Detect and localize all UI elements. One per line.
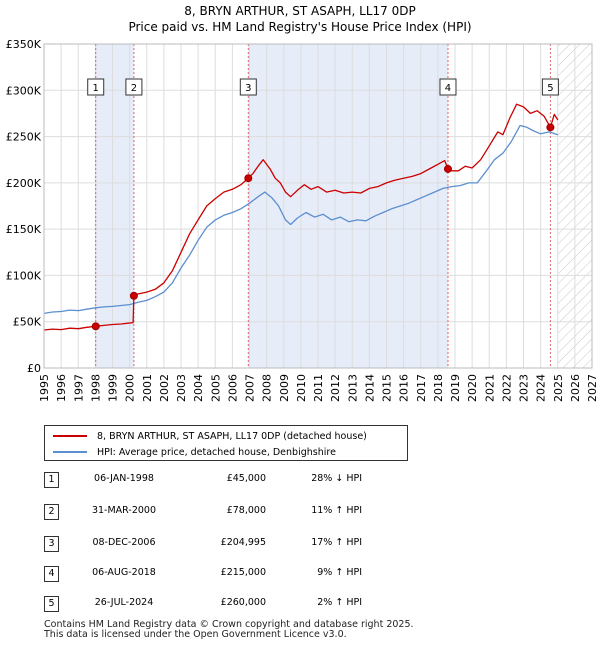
sale-label-number: 1	[93, 83, 99, 94]
transaction-date: 06-JAN-1998	[94, 473, 154, 484]
y-tick-label: £250K	[6, 131, 42, 144]
x-tick-label: 1997	[72, 374, 85, 402]
legend: 8, BRYN ARTHUR, ST ASAPH, LL17 0DP (deta…	[44, 425, 408, 461]
transaction-price: £260,000	[220, 597, 266, 608]
x-tick-label: 2010	[295, 374, 308, 402]
y-tick-label: £100K	[6, 269, 42, 282]
x-tick-label: 2007	[244, 374, 257, 402]
x-tick-label: 2026	[569, 374, 582, 402]
x-tick-label: 2005	[209, 374, 222, 402]
legend-item-price-paid: 8, BRYN ARTHUR, ST ASAPH, LL17 0DP (deta…	[53, 429, 367, 443]
x-tick-label: 2011	[312, 374, 325, 402]
y-tick-label: £150K	[6, 223, 42, 236]
chart: 1 2 3 4 5 £0 £50K £100K £150K £200K £250K £300K £350…	[6, 38, 599, 402]
transaction-number: 1	[44, 472, 59, 488]
x-tick-label: 2020	[466, 374, 479, 402]
transaction-hpi-diff: 17% ↑ HPI	[311, 537, 362, 548]
sale-point	[244, 174, 253, 183]
sale-label-box	[87, 78, 105, 96]
x-tick-label: 2013	[346, 374, 359, 402]
transaction-date: 06-AUG-2018	[92, 567, 156, 578]
x-tick-label: 2021	[483, 374, 496, 402]
transaction-price: £204,995	[220, 537, 266, 548]
y-tick-label: £350K	[6, 38, 42, 51]
shaded-period	[95, 44, 134, 368]
sale-label-number: 5	[547, 83, 553, 94]
chart-title-block: 8, BRYN ARTHUR, ST ASAPH, LL17 0DP Price…	[0, 3, 600, 35]
sale-label-box	[541, 78, 559, 96]
table-row: 3 08-DEC-2006 £204,995 17% ↑ HPI	[44, 534, 384, 552]
x-tick-label: 2019	[449, 374, 462, 402]
transaction-number: 3	[44, 536, 59, 552]
x-tick-label: 1995	[38, 374, 51, 402]
transaction-hpi-diff: 28% ↓ HPI	[311, 473, 362, 484]
legend-swatch-blue	[53, 451, 87, 453]
legend-label-hpi: HPI: Average price, detached house, Denb…	[97, 446, 336, 458]
transaction-price: £215,000	[220, 567, 266, 578]
transaction-number: 5	[44, 596, 59, 612]
x-tick-label: 2015	[381, 374, 394, 402]
sale-label-box	[439, 78, 457, 96]
legend-item-hpi: HPI: Average price, detached house, Denb…	[53, 445, 336, 459]
x-tick-label: 2027	[586, 374, 599, 402]
transaction-date: 31-MAR-2000	[91, 505, 157, 516]
sale-point	[91, 322, 100, 331]
hpi-line	[44, 124, 559, 315]
table-row: 2 31-MAR-2000 £78,000 11% ↑ HPI	[44, 502, 384, 520]
footer-copyright: Contains HM Land Registry data © Crown c…	[44, 619, 414, 630]
sale-label-box	[125, 78, 143, 96]
sale-point	[129, 291, 138, 300]
x-tick-label: 2004	[192, 374, 205, 402]
transaction-hpi-diff: 11% ↑ HPI	[311, 505, 362, 516]
x-tick-label: 2018	[432, 374, 445, 402]
transaction-number: 2	[44, 504, 59, 520]
y-tick-label: £200K	[6, 177, 42, 190]
x-tick-label: 2002	[158, 374, 171, 402]
footer-licence: This data is licensed under the Open Gov…	[44, 629, 347, 640]
transaction-hpi-diff: 9% ↑ HPI	[317, 567, 362, 578]
legend-label-price-paid: 8, BRYN ARTHUR, ST ASAPH, LL17 0DP (deta…	[97, 430, 367, 442]
transaction-date: 26-JUL-2024	[94, 597, 154, 608]
plot-border	[43, 43, 593, 369]
x-tick-label: 1998	[89, 374, 102, 402]
chart-subtitle: Price paid vs. HM Land Registry's House …	[128, 20, 472, 34]
sale-label-number: 4	[445, 83, 451, 94]
transaction-hpi-diff: 2% ↑ HPI	[317, 597, 362, 608]
y-tick-label: £0	[27, 362, 41, 375]
x-tick-label: 2001	[141, 374, 154, 402]
table-row: 4 06-AUG-2018 £215,000 9% ↑ HPI	[44, 564, 384, 582]
legend-swatch-red	[53, 435, 87, 437]
x-tick-label: 2008	[261, 374, 274, 402]
x-tick-label: 2012	[329, 374, 342, 402]
x-tick-label: 2022	[500, 374, 513, 402]
x-tick-label: 2024	[535, 374, 548, 402]
transaction-date: 08-DEC-2006	[92, 537, 156, 548]
shaded-period	[248, 44, 448, 368]
sale-point	[443, 164, 452, 173]
x-tick-label: 2014	[363, 374, 376, 402]
chart-title: 8, BRYN ARTHUR, ST ASAPH, LL17 0DP	[184, 4, 416, 18]
x-tick-label: 2023	[518, 374, 531, 402]
sale-label-box	[239, 78, 257, 96]
x-tick-label: 2016	[398, 374, 411, 402]
x-tick-label: 2000	[124, 374, 137, 402]
transaction-price: £45,000	[226, 473, 266, 484]
y-tick-label: £50K	[13, 316, 42, 329]
footer: Contains HM Land Registry data © Crown c…	[44, 620, 414, 640]
table-row: 1 06-JAN-1998 £45,000 28% ↓ HPI	[44, 470, 384, 488]
x-tick-label: 2017	[415, 374, 428, 402]
x-tick-label: 1999	[107, 374, 120, 402]
sale-label-number: 3	[245, 83, 251, 94]
table-row: 5 26-JUL-2024 £260,000 2% ↑ HPI	[44, 594, 384, 612]
x-tick-label: 2025	[552, 374, 565, 402]
y-tick-label: £300K	[6, 84, 42, 97]
x-tick-label: 2009	[278, 374, 291, 402]
x-tick-label: 1996	[55, 374, 68, 402]
x-tick-label: 2003	[175, 374, 188, 402]
transaction-price: £78,000	[226, 505, 266, 516]
sale-label-number: 2	[131, 83, 137, 94]
transaction-number: 4	[44, 566, 59, 582]
x-tick-label: 2006	[226, 374, 239, 402]
sale-point	[546, 123, 555, 132]
